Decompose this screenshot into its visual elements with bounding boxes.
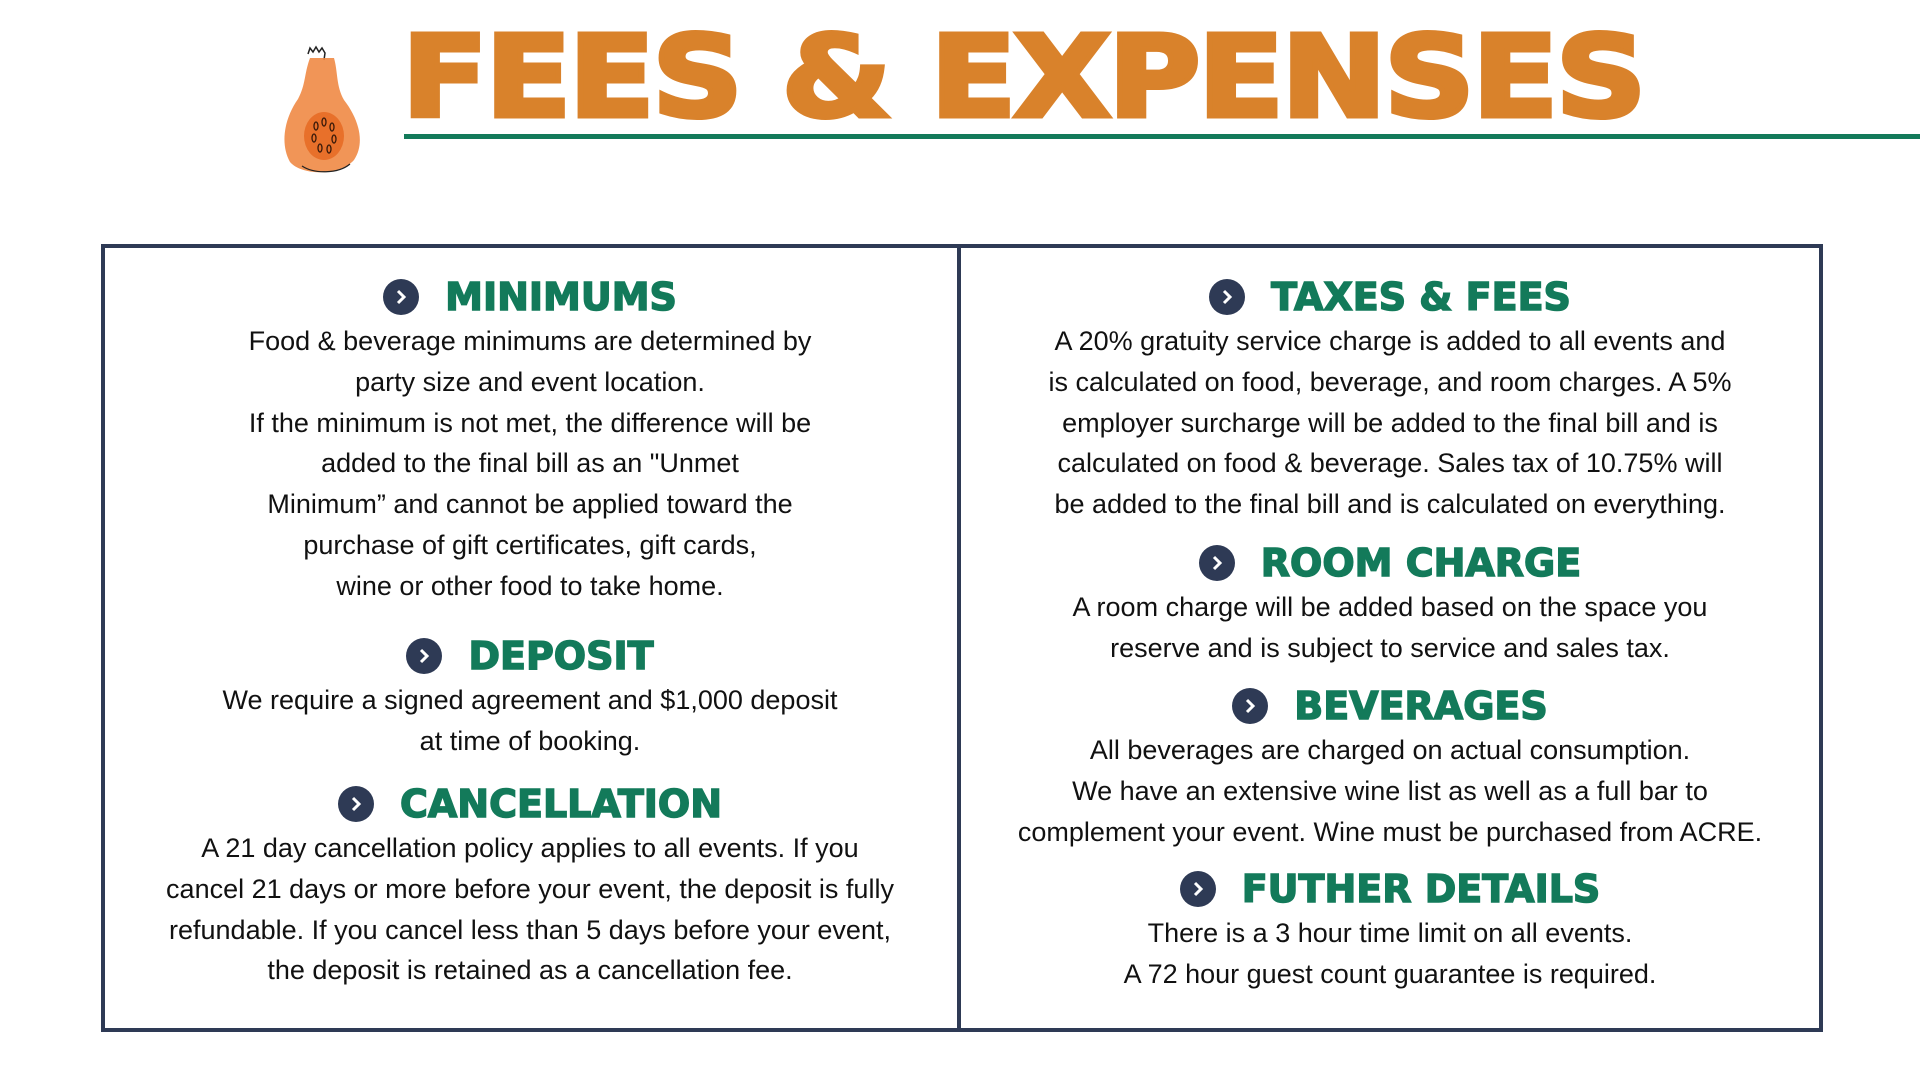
- section-heading: FUTHER DETAILS: [970, 865, 1810, 913]
- section-deposit: DEPOSIT We require a signed agreement and…: [110, 632, 950, 762]
- body-line: All beverages are charged on actual cons…: [1089, 735, 1691, 765]
- body-line: A 21 day cancellation policy applies to …: [201, 833, 859, 863]
- section-heading: MINIMUMS: [110, 273, 950, 321]
- section-futher-details: FUTHER DETAILS There is a 3 hour time lim…: [970, 865, 1810, 995]
- section-heading-text: DEPOSIT: [468, 633, 655, 679]
- body-line: We require a signed agreement and $1,000…: [222, 685, 838, 715]
- body-line: added to the final bill as an "Unmet: [321, 448, 739, 479]
- section-heading: ROOM CHARGE: [970, 539, 1810, 587]
- body-line: purchase of gift certificates, gift card…: [303, 529, 757, 560]
- section-heading: DEPOSIT: [110, 632, 950, 680]
- section-body: Food & beverage minimums are determined …: [110, 321, 950, 607]
- chevron-right-icon: [1232, 688, 1269, 724]
- chevron-right-icon: [1209, 279, 1246, 315]
- body-line: complement your event. Wine must be purc…: [1017, 816, 1763, 847]
- section-heading-text: TAXES & FEES: [1270, 274, 1571, 320]
- body-line: calculated on food & beverage. Sales tax…: [1057, 448, 1723, 479]
- section-minimums: MINIMUMS Food & beverage minimums are det…: [110, 273, 950, 607]
- chevron-right-icon: [1179, 871, 1216, 907]
- page-title: FEES & EXPENSES: [399, 13, 1649, 143]
- body-line: be added to the final bill and is calcul…: [1054, 489, 1726, 520]
- section-room-charge: ROOM CHARGE A room charge will be added b…: [970, 539, 1810, 669]
- section-cancellation: CANCELLATION A 21 day cancellation policy…: [110, 780, 950, 991]
- body-line: party size and event location.: [355, 366, 705, 397]
- section-heading: CANCELLATION: [110, 780, 950, 828]
- chevron-right-icon: [406, 638, 443, 674]
- section-heading: BEVERAGES: [970, 682, 1810, 730]
- body-line: employer surcharge will be added to the …: [1062, 407, 1718, 438]
- body-line: reserve and is subject to service and sa…: [1110, 632, 1670, 663]
- fees-panel: [101, 244, 1823, 1032]
- body-line: A 72 hour guest count guarantee is requi…: [1123, 958, 1657, 989]
- body-line: cancel 21 days or more before your event…: [166, 873, 894, 904]
- body-line: If the minimum is not met, the differenc…: [248, 407, 812, 438]
- chevron-right-icon: [1198, 545, 1235, 581]
- body-line: Food & beverage minimums are determined …: [248, 326, 812, 356]
- body-line: Minimum” and cannot be applied toward th…: [267, 489, 793, 520]
- chevron-right-icon: [338, 786, 374, 822]
- section-beverages: BEVERAGES All beverages are charged on ac…: [970, 682, 1810, 852]
- section-body: A room charge will be added based on the…: [970, 587, 1810, 669]
- section-body: A 20% gratuity service charge is added t…: [970, 321, 1810, 525]
- section-heading-text: FUTHER DETAILS: [1241, 866, 1601, 912]
- body-line: A 20% gratuity service charge is added t…: [1054, 326, 1726, 356]
- body-line: wine or other food to take home.: [336, 570, 724, 601]
- body-line: the deposit is retained as a cancellatio…: [267, 955, 793, 986]
- column-divider: [957, 244, 961, 1032]
- section-heading-text: MINIMUMS: [444, 274, 677, 320]
- body-line: is calculated on food, beverage, and roo…: [1048, 366, 1732, 397]
- section-body: All beverages are charged on actual cons…: [970, 730, 1810, 852]
- body-line: refundable. If you cancel less than 5 da…: [169, 914, 891, 945]
- body-line: at time of booking.: [419, 725, 641, 756]
- section-taxes-fees: TAXES & FEES A 20% gratuity service charg…: [970, 273, 1810, 525]
- section-heading: TAXES & FEES: [970, 273, 1810, 321]
- section-body: A 21 day cancellation policy applies to …: [110, 828, 950, 991]
- title-underline: [404, 134, 1920, 139]
- body-line: A room charge will be added based on the…: [1072, 592, 1708, 622]
- section-body: We require a signed agreement and $1,000…: [110, 680, 950, 762]
- body-line: We have an extensive wine list as well a…: [1072, 775, 1708, 806]
- body-line: There is a 3 hour time limit on all even…: [1147, 918, 1633, 948]
- section-body: There is a 3 hour time limit on all even…: [970, 913, 1810, 995]
- section-heading-text: CANCELLATION: [399, 781, 723, 827]
- chevron-right-icon: [383, 279, 420, 315]
- section-heading-text: BEVERAGES: [1293, 683, 1548, 729]
- butternut-squash-illustration: [284, 45, 360, 173]
- section-heading-text: ROOM CHARGE: [1260, 540, 1582, 586]
